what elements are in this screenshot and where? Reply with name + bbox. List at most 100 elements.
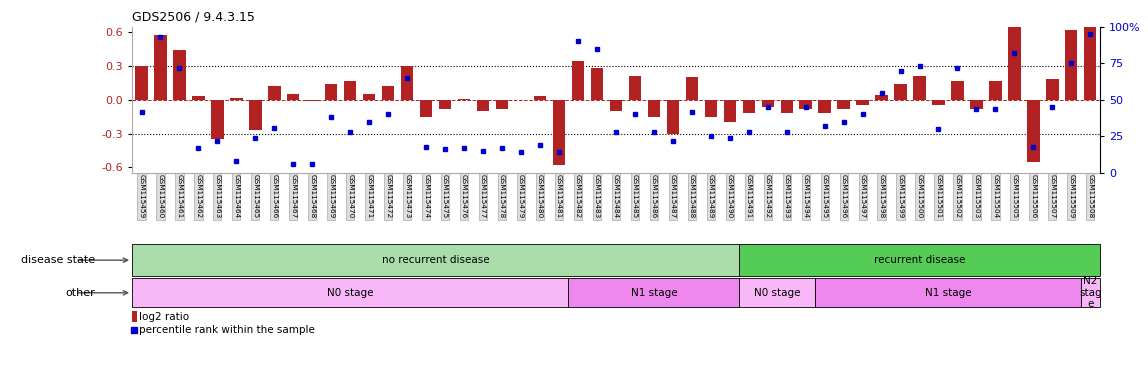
Bar xyxy=(132,244,739,276)
Bar xyxy=(932,100,945,106)
Text: GSM115462: GSM115462 xyxy=(195,174,201,218)
Bar xyxy=(476,100,489,111)
Text: GSM115461: GSM115461 xyxy=(177,174,183,218)
Text: GSM115463: GSM115463 xyxy=(215,174,220,218)
Bar xyxy=(534,96,546,100)
Bar xyxy=(610,100,622,111)
Bar xyxy=(496,100,509,109)
Text: GDS2506 / 9.4.3.15: GDS2506 / 9.4.3.15 xyxy=(132,10,255,23)
Text: GSM115475: GSM115475 xyxy=(442,174,448,218)
Text: GSM115485: GSM115485 xyxy=(631,174,638,218)
Bar xyxy=(132,311,137,322)
Bar xyxy=(667,100,678,134)
Bar xyxy=(723,100,736,122)
Bar xyxy=(401,66,413,100)
Bar xyxy=(325,84,338,100)
Text: GSM115476: GSM115476 xyxy=(461,174,467,218)
Text: GSM115468: GSM115468 xyxy=(309,174,316,218)
Text: N1 stage: N1 stage xyxy=(630,288,677,298)
Text: GSM115484: GSM115484 xyxy=(613,174,619,218)
Text: GSM115498: GSM115498 xyxy=(878,174,885,218)
Text: disease state: disease state xyxy=(21,255,95,265)
Bar xyxy=(914,76,925,100)
Bar xyxy=(761,100,774,107)
Text: GSM115494: GSM115494 xyxy=(802,174,808,218)
Text: GSM115507: GSM115507 xyxy=(1049,174,1055,218)
Bar xyxy=(420,100,433,117)
Bar xyxy=(307,100,318,101)
Bar xyxy=(815,278,1080,307)
Bar xyxy=(591,68,603,100)
Bar xyxy=(1080,278,1100,307)
Bar xyxy=(739,244,1100,276)
Text: GSM115460: GSM115460 xyxy=(157,174,163,218)
Text: GSM115482: GSM115482 xyxy=(575,174,581,218)
Bar xyxy=(1027,100,1040,162)
Text: GSM115474: GSM115474 xyxy=(424,174,429,218)
Bar xyxy=(135,66,148,100)
Text: N2
stag
e: N2 stag e xyxy=(1079,276,1102,310)
Bar xyxy=(439,100,451,109)
Bar xyxy=(876,95,887,100)
Bar xyxy=(970,100,983,109)
Text: N0 stage: N0 stage xyxy=(754,288,800,298)
Text: GSM115459: GSM115459 xyxy=(139,174,145,218)
Text: no recurrent disease: no recurrent disease xyxy=(382,255,489,265)
Text: GSM115503: GSM115503 xyxy=(974,174,979,218)
Text: GSM115501: GSM115501 xyxy=(936,174,941,218)
Text: GSM115467: GSM115467 xyxy=(290,174,296,218)
Bar xyxy=(173,50,186,100)
Text: GSM115489: GSM115489 xyxy=(708,174,714,218)
Bar xyxy=(743,100,755,113)
Bar xyxy=(154,35,166,100)
Text: GSM115483: GSM115483 xyxy=(594,174,600,218)
Bar xyxy=(705,100,718,117)
Text: GSM115480: GSM115480 xyxy=(537,174,543,218)
Text: GSM115488: GSM115488 xyxy=(689,174,695,218)
Bar xyxy=(1084,0,1096,100)
Bar xyxy=(1065,30,1078,100)
Text: GSM115493: GSM115493 xyxy=(784,174,790,218)
Bar xyxy=(211,100,224,139)
Text: GSM115487: GSM115487 xyxy=(669,174,676,218)
Bar xyxy=(856,100,869,106)
Bar xyxy=(382,86,395,100)
Text: GSM115509: GSM115509 xyxy=(1069,174,1075,218)
Text: GSM115506: GSM115506 xyxy=(1031,174,1037,218)
Bar xyxy=(344,81,356,100)
Bar xyxy=(287,94,300,100)
Text: GSM115491: GSM115491 xyxy=(746,174,752,218)
Text: GSM115466: GSM115466 xyxy=(271,174,278,218)
Bar xyxy=(685,78,698,100)
Text: log2 ratio: log2 ratio xyxy=(139,312,189,322)
Bar xyxy=(647,100,660,117)
Text: N0 stage: N0 stage xyxy=(327,288,373,298)
Text: GSM115477: GSM115477 xyxy=(480,174,486,218)
Text: GSM115499: GSM115499 xyxy=(898,174,903,218)
Bar xyxy=(781,100,793,113)
Text: GSM115490: GSM115490 xyxy=(727,174,732,218)
Text: GSM115470: GSM115470 xyxy=(347,174,354,218)
Bar xyxy=(458,99,471,100)
Text: GSM115465: GSM115465 xyxy=(253,174,258,218)
Bar xyxy=(837,100,850,109)
Bar xyxy=(572,61,584,100)
Text: percentile rank within the sample: percentile rank within the sample xyxy=(139,325,316,335)
Bar xyxy=(1008,21,1021,100)
Bar xyxy=(739,278,815,307)
Text: GSM115481: GSM115481 xyxy=(556,174,563,218)
Bar xyxy=(553,100,565,165)
Bar xyxy=(894,84,907,100)
Bar xyxy=(990,81,1001,100)
Text: GSM115497: GSM115497 xyxy=(860,174,866,218)
Text: GSM115464: GSM115464 xyxy=(233,174,240,218)
Bar xyxy=(629,76,641,100)
Text: GSM115504: GSM115504 xyxy=(992,174,999,218)
Text: recurrent disease: recurrent disease xyxy=(874,255,965,265)
Text: GSM115492: GSM115492 xyxy=(765,174,770,218)
Text: GSM115496: GSM115496 xyxy=(840,174,846,218)
Bar xyxy=(249,100,262,130)
Bar xyxy=(1046,78,1058,100)
Bar xyxy=(568,278,739,307)
Text: GSM115505: GSM115505 xyxy=(1011,174,1017,218)
